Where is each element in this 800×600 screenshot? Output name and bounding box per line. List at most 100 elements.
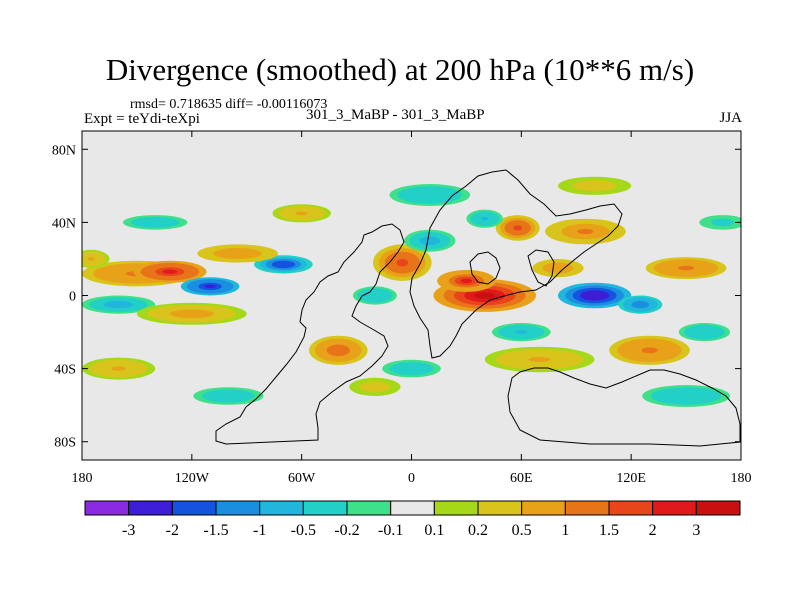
field-cell: [374, 357, 449, 380]
field-contour: [204, 284, 217, 289]
field-cell: [645, 257, 727, 280]
colorbar-label: -0.1: [378, 522, 403, 539]
field-cell: [133, 260, 207, 283]
field-contour: [162, 269, 178, 274]
field-cell: [404, 229, 456, 252]
colorbar-swatch: [84, 500, 130, 516]
field-contour: [277, 262, 290, 267]
colorbar-swatch: [652, 500, 697, 516]
field-cell: [693, 213, 741, 232]
field-cell: [495, 215, 540, 241]
y-tick-label: 0: [69, 290, 76, 305]
field-cell: [82, 249, 110, 268]
colorbar-label: 0.5: [512, 522, 532, 539]
field-cell: [82, 295, 156, 314]
colorbar-label: 2: [649, 522, 657, 539]
field-contour: [396, 258, 409, 267]
field-contour: [332, 347, 345, 354]
field-cell: [349, 377, 401, 396]
coastline-americas: [215, 223, 405, 445]
x-tick-label: 0: [408, 471, 415, 486]
field-cell: [352, 286, 397, 305]
field-cell: [373, 244, 432, 281]
field-contour: [513, 225, 523, 231]
y-tick-label: 80N: [52, 143, 76, 158]
y-tick-label: 40N: [52, 216, 76, 231]
field-contour: [219, 393, 238, 399]
field-contour: [147, 220, 164, 225]
colorbar-swatch: [564, 500, 610, 516]
season-label: JJA: [719, 110, 742, 126]
experiment-label: Expt = teYdi-teXpi: [84, 111, 200, 127]
colorbar-swatch: [477, 500, 523, 516]
rmsd-diff-stats: rmsd= 0.718635 diff= -0.00116073: [130, 97, 328, 112]
field-contour: [474, 292, 496, 299]
colorbar-swatch: [695, 500, 741, 516]
colorbar-label: 0.1: [424, 522, 444, 539]
field-contour: [87, 257, 95, 261]
field-cell: [114, 213, 196, 232]
field-contour: [370, 293, 380, 298]
field-contour: [552, 266, 564, 270]
field-cell: [136, 302, 247, 325]
field-contour: [404, 366, 419, 371]
x-tick-label: 120E: [616, 471, 646, 486]
coastline-india: [527, 249, 555, 287]
colorbar-swatch: [521, 500, 566, 516]
x-tick-label: 180: [72, 471, 93, 486]
field-contour: [481, 216, 489, 221]
colorbar-label: 1.5: [599, 522, 619, 539]
field-cell: [678, 323, 731, 342]
field-cell: [642, 385, 730, 407]
field-contour: [587, 184, 602, 188]
field-cell: [484, 346, 595, 373]
field-contour: [369, 385, 380, 389]
field-contour: [460, 278, 473, 284]
x-tick-label: 60E: [510, 471, 533, 486]
colorbar: -3 -2 -1.5 -1 -0.5 -0.2 -0.1 0.1 0.2 0.5 1 1.5 2 3: [84, 500, 741, 539]
field-contour: [587, 292, 602, 299]
field-cell: [558, 176, 632, 195]
field-contour: [424, 238, 435, 243]
field-contour: [716, 220, 729, 225]
field-contour: [111, 366, 126, 371]
chart-title: Divergence (smoothed) at 200 hPa (10**6 …: [105, 52, 695, 87]
colorbar-swatch: [390, 500, 435, 516]
colorbar-label: 1: [561, 522, 569, 539]
colorbar-swatch: [346, 500, 392, 516]
field-contour: [641, 347, 658, 354]
runs-label: 301_3_MaBP - 301_3_MaBP: [306, 107, 485, 123]
divergence-field: [82, 176, 741, 407]
coastline-arabia: [469, 251, 501, 285]
field-contour: [635, 302, 645, 307]
field-cell: [532, 259, 584, 278]
field-contour: [678, 265, 695, 271]
field-contour: [111, 302, 126, 307]
continent-outlines: [215, 169, 741, 447]
field-cell: [309, 335, 368, 365]
field-contour: [421, 192, 438, 198]
field-cell: [545, 218, 626, 245]
field-contour: [295, 211, 308, 216]
colorbar-label: -0.5: [291, 522, 316, 539]
field-cell: [82, 357, 156, 380]
field-cell: [492, 323, 551, 342]
field-contour: [229, 251, 246, 256]
colorbar-swatch: [128, 500, 173, 516]
colorbar-swatch: [215, 500, 261, 516]
field-cell: [609, 335, 690, 365]
colorbar-label: -0.2: [334, 522, 359, 539]
field-cell: [180, 277, 240, 296]
colorbar-label: -3: [122, 522, 135, 539]
y-tick-label: 40S: [54, 363, 76, 378]
field-contour: [180, 311, 203, 316]
colorbar-label: 0.2: [468, 522, 488, 539]
field-cell: [197, 244, 278, 263]
colorbar-swatch: [302, 500, 348, 516]
field-cell: [184, 385, 273, 407]
field-cell: [558, 282, 632, 309]
field-cell: [389, 184, 471, 206]
colorbar-label: -2: [166, 522, 179, 539]
field-contour: [577, 228, 594, 235]
colorbar-swatch: [433, 500, 479, 516]
